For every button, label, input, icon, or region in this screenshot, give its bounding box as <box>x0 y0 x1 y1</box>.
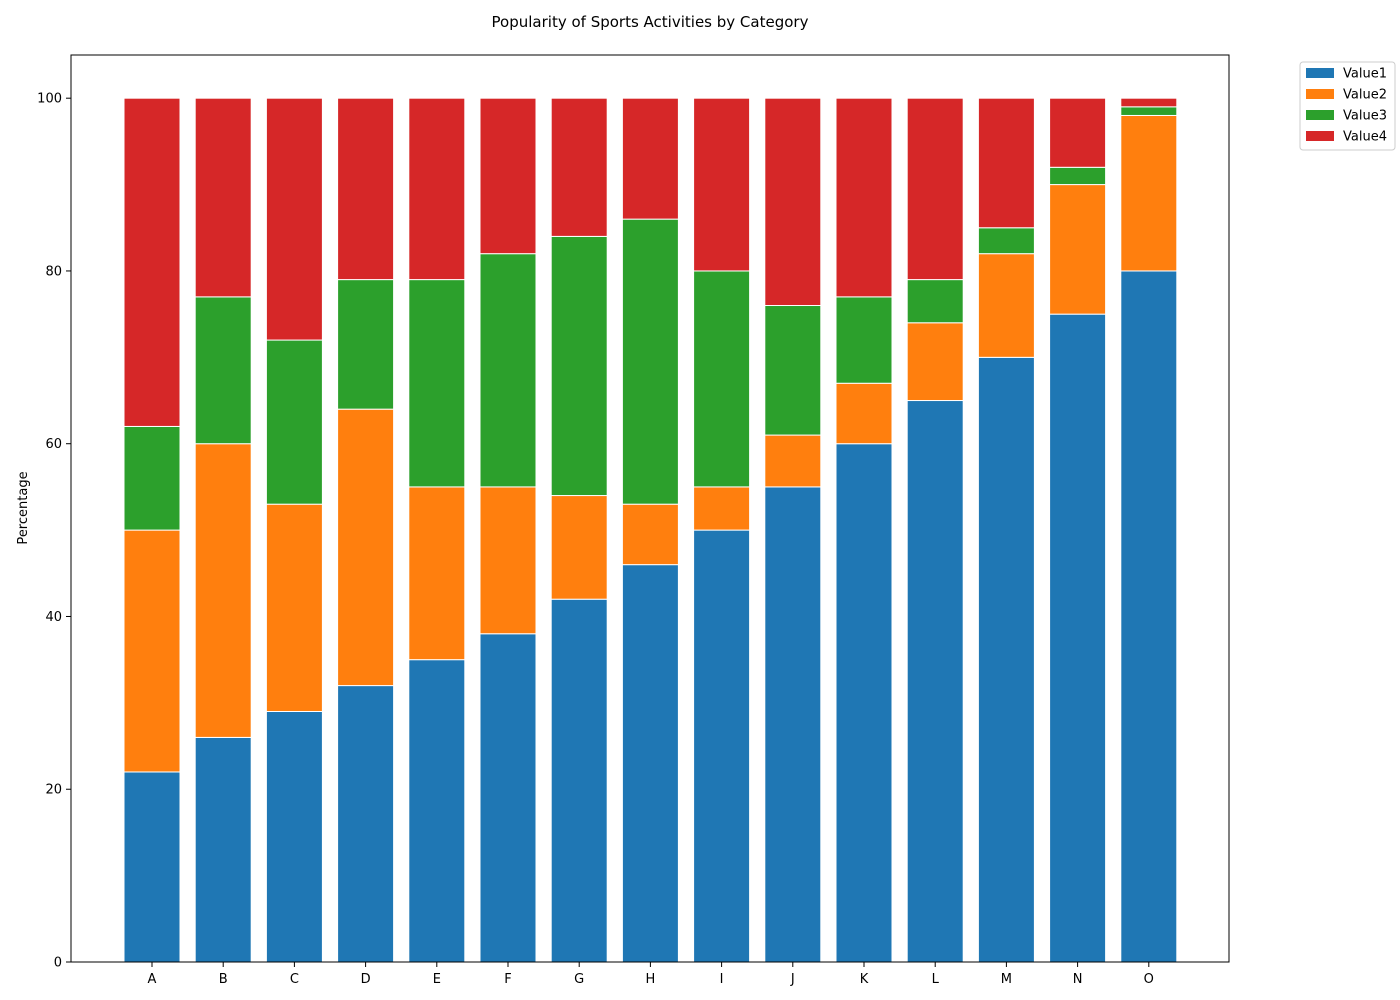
bar-I-Value3 <box>693 270 751 488</box>
bar-D-Value4 <box>337 97 395 281</box>
y-tick-label-100: 100 <box>37 92 62 107</box>
bar-J-Value2 <box>764 434 822 488</box>
bar-H-Value1 <box>621 564 679 963</box>
y-tick-label-20: 20 <box>45 783 62 798</box>
legend-label-Value2: Value2 <box>1343 88 1387 103</box>
x-tick-label-M: M <box>1001 972 1012 987</box>
bar-A-Value3 <box>123 425 181 531</box>
legend-swatch-Value2 <box>1306 89 1334 99</box>
bar-C-Value2 <box>265 503 323 712</box>
bar-A-Value2 <box>123 529 181 773</box>
bar-N-Value1 <box>1049 313 1107 963</box>
bar-C-Value1 <box>265 710 323 963</box>
y-tick-label-40: 40 <box>45 610 62 625</box>
x-tick-label-C: C <box>290 972 299 987</box>
bar-G-Value3 <box>550 235 608 497</box>
bar-A-Value1 <box>123 771 181 963</box>
bar-K-Value2 <box>835 382 893 445</box>
bar-L-Value4 <box>906 97 964 281</box>
bar-M-Value2 <box>977 253 1035 358</box>
bar-B-Value2 <box>194 443 252 738</box>
bar-A-Value4 <box>123 97 181 427</box>
bar-J-Value3 <box>764 305 822 436</box>
bar-L-Value1 <box>906 400 964 963</box>
bar-D-Value1 <box>337 685 395 963</box>
bar-B-Value4 <box>194 97 252 298</box>
bar-N-Value2 <box>1049 184 1107 315</box>
bar-N-Value4 <box>1049 97 1107 168</box>
bar-F-Value3 <box>479 253 537 488</box>
bar-D-Value3 <box>337 279 395 410</box>
bars-group <box>123 97 1178 963</box>
bar-O-Value1 <box>1120 270 1178 963</box>
y-tick-label-0: 0 <box>54 956 62 971</box>
y-tick-label-60: 60 <box>45 437 62 452</box>
y-tick-label-80: 80 <box>45 264 62 279</box>
bar-E-Value1 <box>408 659 466 963</box>
bar-F-Value4 <box>479 97 537 255</box>
bar-L-Value3 <box>906 279 964 324</box>
bar-K-Value4 <box>835 97 893 298</box>
legend-swatch-Value3 <box>1306 110 1334 120</box>
bar-I-Value2 <box>693 486 751 531</box>
x-tick-label-I: I <box>720 972 724 987</box>
chart-title: Popularity of Sports Activities by Categ… <box>492 13 809 31</box>
bar-K-Value3 <box>835 296 893 384</box>
x-tick-label-B: B <box>219 972 228 987</box>
bar-M-Value1 <box>977 356 1035 963</box>
bar-H-Value4 <box>621 97 679 220</box>
bar-C-Value4 <box>265 97 323 341</box>
bar-F-Value2 <box>479 486 537 635</box>
bar-E-Value3 <box>408 279 466 488</box>
x-tick-label-K: K <box>860 972 869 987</box>
legend-label-Value3: Value3 <box>1343 109 1387 124</box>
x-tick-label-O: O <box>1144 972 1154 987</box>
x-axis: A B C D E F G H I J K L M N O <box>148 962 1154 987</box>
y-axis: 0 20 40 60 80 100 <box>37 92 71 971</box>
x-tick-label-F: F <box>504 972 511 987</box>
bar-G-Value1 <box>550 598 608 963</box>
legend-label-Value1: Value1 <box>1343 67 1387 82</box>
y-axis-label: Percentage <box>16 471 31 544</box>
legend: Value1 Value2 Value3 Value4 <box>1299 61 1396 151</box>
x-tick-label-J: J <box>790 972 795 987</box>
bar-O-Value4 <box>1120 97 1178 108</box>
bar-N-Value3 <box>1049 166 1107 186</box>
bar-B-Value3 <box>194 296 252 445</box>
x-tick-label-G: G <box>574 972 584 987</box>
bar-E-Value4 <box>408 97 466 281</box>
bar-D-Value2 <box>337 408 395 687</box>
bar-H-Value2 <box>621 503 679 566</box>
bar-O-Value2 <box>1120 114 1178 272</box>
bar-H-Value3 <box>621 218 679 505</box>
x-tick-label-L: L <box>932 972 940 987</box>
bar-L-Value2 <box>906 322 964 402</box>
bar-I-Value1 <box>693 529 751 963</box>
bar-C-Value3 <box>265 339 323 505</box>
legend-label-Value4: Value4 <box>1343 130 1387 145</box>
bar-J-Value4 <box>764 97 822 307</box>
x-tick-label-H: H <box>646 972 656 987</box>
bar-B-Value1 <box>194 736 252 963</box>
legend-box <box>1299 61 1396 151</box>
legend-swatch-Value1 <box>1306 68 1334 78</box>
bar-G-Value2 <box>550 495 608 600</box>
x-tick-label-N: N <box>1073 972 1083 987</box>
bar-F-Value1 <box>479 633 537 963</box>
bar-K-Value1 <box>835 443 893 963</box>
x-tick-label-D: D <box>361 972 371 987</box>
legend-swatch-Value4 <box>1306 131 1334 141</box>
bar-G-Value4 <box>550 97 608 237</box>
bar-J-Value1 <box>764 486 822 963</box>
bar-E-Value2 <box>408 486 466 661</box>
bar-I-Value4 <box>693 97 751 272</box>
bar-M-Value3 <box>977 227 1035 255</box>
bar-M-Value4 <box>977 97 1035 229</box>
x-tick-label-E: E <box>433 972 441 987</box>
bar-O-Value3 <box>1120 106 1178 116</box>
x-tick-label-A: A <box>148 972 157 987</box>
